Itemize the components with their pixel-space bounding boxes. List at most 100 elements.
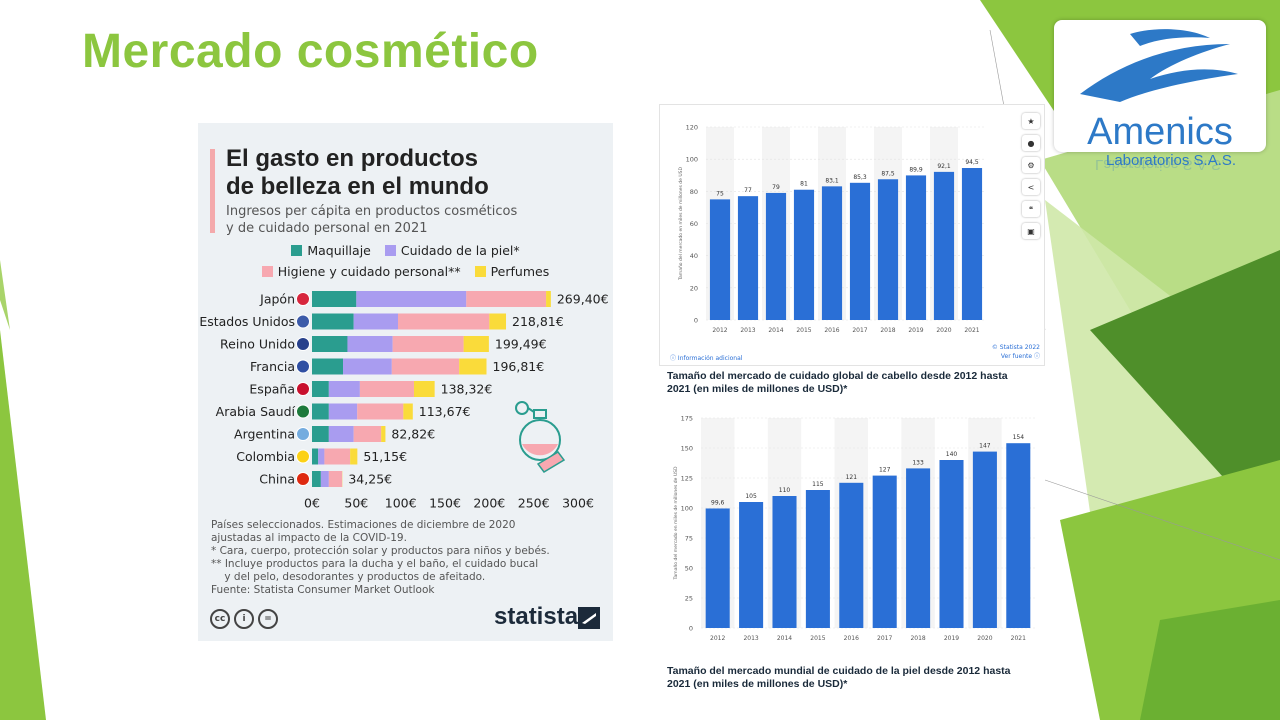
bar-segment	[312, 336, 348, 352]
bar	[905, 175, 927, 320]
y-tick-label: 50	[685, 565, 693, 573]
company-logo: Amenics Laboratorios S.A.S.	[1054, 20, 1266, 169]
statista-logo-icon	[578, 607, 600, 629]
x-tick-label: 0€	[304, 496, 320, 511]
hair-care-caption: Tamaño del mercado de cuidado global de …	[667, 370, 1008, 396]
country-flag-icon	[296, 314, 310, 329]
note-line: ajustadas al impacto de la COVID-19.	[211, 532, 407, 544]
infographic-subtitle-line1: Ingresos per cápita en productos cosméti…	[226, 204, 518, 219]
gear-icon[interactable]: ⚙	[1022, 157, 1040, 173]
x-tick-label: 2018	[880, 327, 895, 334]
y-axis-label: Tamaño del mercado en miles de millones …	[673, 466, 679, 580]
bar	[1006, 443, 1031, 628]
bar	[705, 508, 730, 628]
bar-value-label: 89,9	[909, 166, 923, 173]
bar-value-label: 218,81€	[512, 314, 564, 329]
legend-swatch	[384, 245, 396, 256]
y-tick-label: 40	[690, 252, 698, 260]
bar-segment	[403, 403, 413, 420]
bar	[849, 182, 871, 320]
chart-source[interactable]: © Statista 2022 Ver fuente ⓘ	[984, 343, 1040, 361]
country-label: Francia	[250, 359, 295, 374]
country-flag-icon	[296, 404, 310, 419]
caption-line: Tamaño del mercado mundial de cuidado de…	[667, 665, 1011, 677]
bar-segment	[459, 358, 487, 375]
skin-care-bar-chart: 0 25 50 75 100 125 150 175 99,6 2012 105 2013 110 201…	[673, 415, 1035, 642]
bar-segment	[546, 291, 551, 307]
bar-segment	[328, 426, 354, 442]
bar	[772, 496, 797, 628]
bar-value-label: 140	[946, 451, 958, 458]
bar-segment	[398, 313, 490, 330]
country-flag-icon	[296, 359, 310, 374]
note-line: Países seleccionados. Estimaciones de di…	[211, 519, 516, 531]
infographic-title: El gasto en productos de belleza en el m…	[226, 145, 606, 201]
legend-item-makeup: Maquillaje	[291, 243, 371, 258]
bar-segment	[413, 381, 435, 397]
source-link[interactable]: Ver fuente ⓘ	[1000, 353, 1040, 360]
quote-icon[interactable]: ❝	[1022, 201, 1040, 217]
y-tick-label: 120	[686, 124, 698, 132]
print-icon[interactable]: ▣	[1022, 223, 1040, 239]
license-icons: cc i =	[210, 609, 278, 629]
bar-value-label: 196,81€	[493, 359, 545, 374]
bar-value-label: 77	[744, 187, 752, 194]
logo-reflection-text: Laboratorios S.A.S.	[1094, 156, 1226, 173]
infographic-title-line1: El gasto en productos	[226, 145, 479, 172]
x-tick-label: 2012	[710, 635, 725, 642]
y-tick-label: 20	[690, 284, 698, 292]
bar-value-label: 138,32€	[441, 382, 493, 397]
bar-segment	[312, 313, 354, 330]
note-line: ** Incluye productos para la ducha y el …	[211, 558, 539, 570]
skin-care-chart-panel: 0 25 50 75 100 125 150 175 99,6 2012 105 2013 110 201…	[665, 404, 1045, 660]
bar-value-label: 105	[745, 493, 757, 500]
x-tick-label: 2021	[1011, 635, 1026, 642]
bar-value-label: 269,40€	[557, 292, 609, 307]
bar-value-label: 113,67€	[419, 404, 471, 419]
bar-segment	[328, 381, 360, 397]
y-tick-label: 75	[685, 535, 693, 543]
x-tick-label: 2016	[844, 635, 859, 642]
cc-license-icon: cc	[210, 609, 230, 629]
country-label: España	[249, 382, 295, 397]
x-tick-label: 2019	[944, 635, 959, 642]
x-tick-label: 2013	[743, 635, 758, 642]
y-tick-label: 0	[694, 317, 698, 325]
x-tick-label: 250€	[518, 496, 550, 511]
country-flag-icon	[296, 382, 310, 396]
bar-segment	[312, 448, 319, 465]
bar-segment	[312, 291, 357, 307]
legend-item-perfumes: Perfumes	[474, 264, 549, 279]
country-label: Arabia Saudí	[216, 404, 296, 419]
y-tick-label: 100	[686, 156, 698, 164]
bar-segment	[312, 381, 329, 397]
x-tick-label: 100€	[385, 496, 417, 511]
legend-item-hygiene: Higiene y cuidado personal**	[261, 264, 461, 279]
bar-value-label: 82,82€	[391, 427, 435, 442]
logo-name: Amenics	[1087, 111, 1233, 153]
slide-title: Mercado cosmético	[82, 25, 539, 78]
share-icon[interactable]: <	[1022, 179, 1040, 195]
bar-value-label: 133	[912, 459, 924, 466]
country-flag-icon	[296, 292, 310, 306]
x-tick-label: 2021	[964, 327, 979, 334]
chart-toolbar: ★ ● ⚙ < ❝ ▣	[1022, 113, 1042, 239]
copyright-label: © Statista 2022	[991, 344, 1040, 351]
bar-segment	[320, 471, 329, 487]
additional-info-link[interactable]: ⓘ Información adicional	[670, 355, 743, 362]
y-tick-label: 80	[690, 188, 698, 196]
bar-value-label: 199,49€	[495, 337, 547, 352]
title-accent-bar	[210, 149, 215, 233]
bell-icon[interactable]: ●	[1022, 135, 1040, 151]
bar-value-label: 99,6	[711, 499, 725, 506]
bar-value-label: 85,3	[853, 174, 867, 181]
bar	[933, 171, 955, 320]
infographic-subtitle-line2: y de cuidado personal en 2021	[226, 221, 428, 236]
y-tick-label: 150	[681, 445, 693, 453]
bar-segment	[466, 291, 547, 307]
star-icon[interactable]: ★	[1022, 113, 1040, 129]
bar-value-label: 87,5	[881, 170, 895, 177]
bar	[805, 490, 830, 628]
perfume-bottle-icon	[515, 401, 566, 473]
bar	[906, 468, 931, 628]
